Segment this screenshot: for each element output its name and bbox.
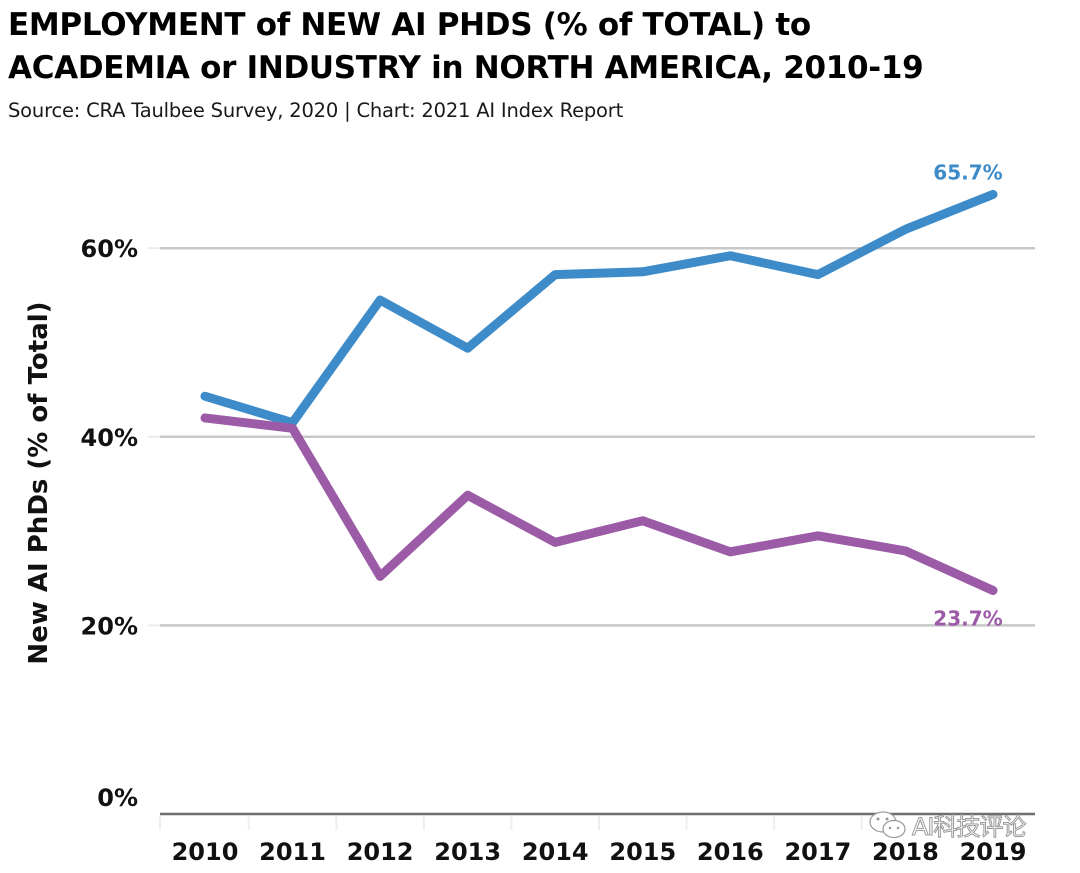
y-axis-ticks: 0% 20% 40% 60% — [81, 235, 138, 812]
chart-title-line-2: ACADEMIA or INDUSTRY in NORTH AMERICA, 2… — [8, 50, 924, 86]
series-line-academia — [200, 413, 998, 596]
y-tick-label: 40% — [81, 424, 138, 452]
end-labels: 65.7% 23.7% — [933, 160, 1002, 630]
x-tick-label: 2015 — [609, 838, 676, 866]
x-tick-label: 2014 — [522, 838, 589, 866]
x-tick-label: 2012 — [347, 838, 414, 866]
x-axis: 2010 2011 2012 2013 2014 2015 2016 2017 2018 2019 — [159, 812, 1035, 866]
y-tick-label: 20% — [81, 612, 138, 640]
watermark: AI科技评论 — [868, 807, 1027, 842]
y-tick-label: 0% — [97, 784, 138, 812]
x-tick-label: 2019 — [960, 838, 1027, 866]
x-tick-label: 2013 — [434, 838, 501, 866]
series-line-industry — [200, 189, 998, 428]
x-tick-label: 2016 — [697, 838, 764, 866]
x-tick-label: 2011 — [259, 838, 326, 866]
chart-title-line-1: EMPLOYMENT of NEW AI PHDS (% of TOTAL) t… — [8, 7, 811, 43]
series-lines — [200, 189, 998, 596]
end-label-academia: 23.7% — [933, 607, 1002, 631]
x-tick-label: 2018 — [872, 838, 939, 866]
x-tick-label: 2017 — [784, 838, 851, 866]
watermark-text: AI科技评论 — [912, 813, 1027, 842]
x-tick-label: 2010 — [172, 838, 239, 866]
y-tick-label: 60% — [81, 235, 138, 263]
end-label-industry: 65.7% — [933, 160, 1002, 184]
wechat-icon — [869, 810, 906, 838]
gridlines — [148, 246, 1035, 627]
chart-subtitle: Source: CRA Taulbee Survey, 2020 | Chart… — [8, 99, 624, 122]
y-axis-label: New AI PhDs (% of Total) — [24, 301, 54, 664]
chart-title: EMPLOYMENT of NEW AI PHDS (% of TOTAL) t… — [8, 4, 1068, 90]
